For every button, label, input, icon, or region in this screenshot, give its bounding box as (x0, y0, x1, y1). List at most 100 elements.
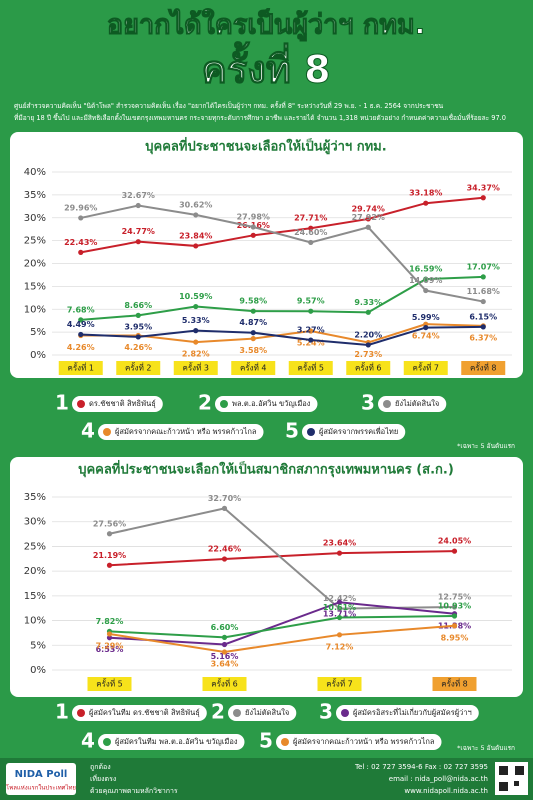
data-label: 5.24% (297, 339, 325, 348)
legend-swatch (103, 428, 111, 436)
data-point (308, 225, 314, 231)
y-tick-label: 40% (24, 167, 46, 178)
series-line (80, 196, 484, 254)
legend-label: ดร.ชัชชาติ สิทธิพันธุ์ (89, 399, 156, 408)
data-label: 2.73% (354, 350, 382, 359)
data-point (193, 243, 199, 249)
data-point (336, 614, 343, 621)
data-label: 6.74% (412, 332, 440, 341)
data-label: 4.49% (67, 320, 95, 329)
data-point (336, 606, 343, 612)
y-tick-label: 0% (30, 665, 46, 676)
data-point (250, 232, 256, 238)
data-label: 27.56% (93, 519, 126, 528)
footer-band (0, 758, 533, 800)
data-label: 8.95% (441, 633, 469, 642)
x-tick-label: ครั้งที่ 5 (298, 362, 324, 373)
legend-swatch (383, 400, 391, 408)
category-box (202, 677, 247, 691)
data-point (423, 287, 429, 294)
data-point (336, 599, 343, 605)
data-label: 29.74% (352, 204, 385, 213)
data-label: 17.07% (467, 262, 500, 271)
x-tick-label: ครั้งที่ 5 (96, 678, 122, 689)
chart-title: บุคคลที่ประชาชนจะเลือกให้เป็นผู้ว่าฯ กทม… (145, 137, 386, 155)
data-label: 14.09% (409, 276, 442, 285)
y-tick-label: 0% (30, 350, 46, 361)
category-box (317, 677, 362, 691)
description-line: ศูนย์สำรวจความคิดเห็น "นิด้าโพล" สำรวจคว… (14, 101, 444, 110)
data-point (106, 562, 113, 568)
data-point (336, 550, 343, 556)
data-point (451, 548, 458, 554)
data-point (423, 200, 429, 206)
legend-pill (302, 424, 406, 440)
data-point (480, 298, 486, 305)
legend-number: 1 (55, 391, 69, 415)
data-label: 3.58% (239, 346, 267, 355)
data-label: 7.12% (326, 642, 354, 651)
data-label: 10.59% (179, 292, 212, 301)
legend-label: ผู้สมัครในทีม ดร.ชัชชาติ สิทธิพันธุ์ (89, 708, 200, 717)
data-label: 27.98% (237, 212, 270, 221)
description-line: ที่มีอายุ 18 ปี ขึ้นไป และมีสิทธิเลือกตั… (14, 113, 506, 122)
data-point (106, 631, 113, 637)
data-point (135, 312, 141, 318)
legend-pill (98, 424, 264, 440)
qr-code (514, 781, 519, 786)
y-tick-label: 25% (24, 236, 46, 247)
legend-swatch (307, 428, 315, 436)
data-label: 34.37% (467, 183, 500, 192)
footer-value: ถูกต้อง (90, 763, 111, 771)
data-label: 5.99% (412, 313, 440, 322)
category-box (173, 361, 218, 375)
legend-pill (72, 705, 207, 721)
data-point (365, 342, 371, 348)
legend-pill (228, 705, 297, 721)
legend-pill (98, 734, 245, 750)
legend-label: ผู้สมัครจากพรรคเพื่อไทย (319, 426, 398, 436)
x-tick-label: ครั้งที่ 4 (240, 362, 266, 373)
data-point (250, 336, 256, 342)
legend-swatch (341, 709, 349, 717)
data-label: 16.59% (409, 265, 442, 274)
data-label: 6.37% (469, 333, 497, 342)
data-point (480, 274, 486, 280)
data-point (451, 623, 458, 629)
category-box (432, 677, 477, 691)
y-tick-label: 10% (24, 304, 46, 315)
data-point (135, 239, 141, 245)
y-tick-label: 25% (24, 541, 46, 552)
logo-text: NIDA Poll (15, 769, 68, 780)
legend-number: 2 (211, 700, 225, 724)
y-tick-label: 5% (30, 327, 46, 338)
data-label: 33.18% (409, 189, 442, 198)
x-tick-label: ครั้งที่ 7 (413, 362, 439, 373)
footer-value: ด้วยคุณภาพตามหลักวิชาการ (90, 787, 178, 795)
legend-number: 3 (361, 391, 375, 415)
series-line (80, 325, 484, 346)
data-point (78, 249, 84, 255)
data-label: 9.57% (297, 297, 325, 306)
data-label: 7.68% (67, 305, 95, 314)
data-point (250, 308, 256, 314)
data-label: 22.46% (208, 544, 241, 553)
data-point (193, 303, 199, 310)
series-line (109, 624, 455, 654)
data-point (250, 224, 256, 230)
data-label: 27.71% (294, 214, 327, 223)
data-label: 2.20% (354, 330, 382, 339)
data-point (221, 641, 228, 648)
x-tick-label: ครั้งที่ 2 (125, 362, 151, 373)
data-label: 23.64% (323, 539, 356, 548)
data-label: 3.64% (211, 660, 239, 669)
data-point (193, 328, 199, 334)
legend-swatch (281, 738, 289, 746)
data-label: 11.68% (467, 287, 500, 296)
data-label: 10.93% (438, 601, 471, 610)
category-box (87, 677, 132, 691)
legend-number: 1 (55, 700, 69, 724)
data-label: 12.75% (438, 592, 471, 601)
data-point (365, 216, 371, 222)
